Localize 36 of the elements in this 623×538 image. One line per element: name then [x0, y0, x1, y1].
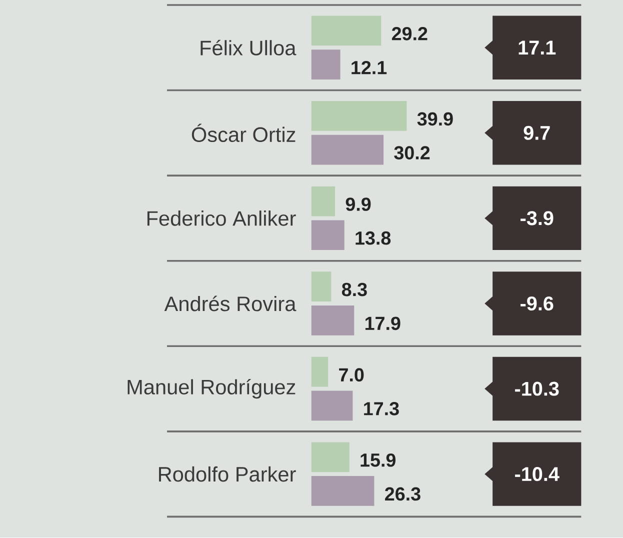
bar — [311, 476, 374, 506]
y-tick-label: Rodolfo Parker — [159, 466, 296, 482]
bar — [311, 442, 350, 472]
bar — [311, 357, 328, 387]
data-label: 13.8 — [356, 232, 391, 245]
bar — [311, 135, 384, 165]
data-label: 8.3 — [342, 283, 367, 296]
y-tick-label: Óscar Ortiz — [192, 124, 296, 142]
text: 9.7 — [524, 126, 550, 140]
bar — [311, 272, 332, 302]
data-label: 29.2 — [392, 27, 428, 41]
data-label: 15.9 — [360, 454, 396, 467]
y-tick-label: Federico Anliker — [147, 210, 296, 226]
data-label: 12.1 — [352, 61, 387, 74]
data-label: 39.9 — [417, 112, 453, 126]
bar — [311, 16, 382, 46]
y-tick-label: Andrés Rovira — [164, 296, 296, 312]
text: -10.3 — [515, 382, 559, 396]
data-label: 7.0 — [339, 368, 364, 382]
bar — [311, 101, 407, 132]
data-label: 30.2 — [394, 146, 430, 160]
text: -10.4 — [515, 467, 560, 482]
text: -9.6 — [520, 296, 554, 311]
bar — [311, 220, 344, 250]
text: -3.9 — [520, 211, 554, 226]
y-tick-label: Félix Ulloa — [200, 40, 296, 56]
bar — [311, 50, 340, 80]
text: 17.1 — [518, 40, 556, 55]
bar — [311, 306, 354, 336]
data-label: 26.3 — [385, 487, 420, 501]
data-label: 17.3 — [364, 402, 399, 416]
y-tick-label: Manuel Rodríguez — [128, 379, 296, 399]
data-label: 17.9 — [365, 316, 400, 330]
data-label: 9.9 — [346, 198, 371, 212]
bar — [311, 390, 353, 421]
bar — [311, 186, 336, 216]
